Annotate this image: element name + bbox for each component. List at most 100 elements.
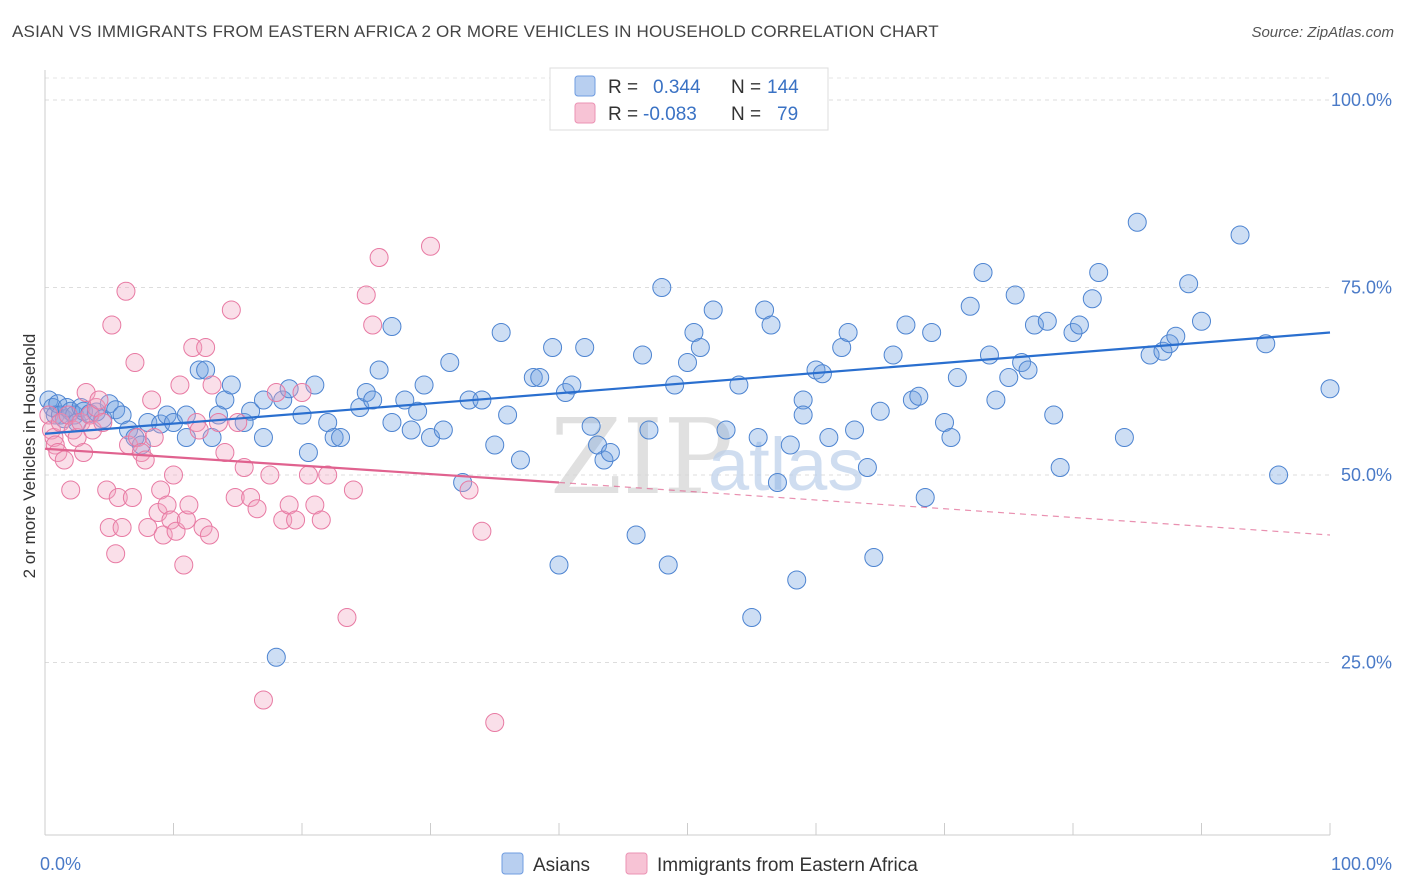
- data-point: [61, 480, 81, 500]
- data-point: [549, 555, 569, 575]
- data-point: [292, 383, 312, 402]
- data-point: [690, 338, 710, 357]
- data-point: [1192, 311, 1211, 331]
- x-tick-label: 100.0%: [1331, 854, 1392, 874]
- data-point: [369, 248, 389, 267]
- data-point: [703, 300, 723, 320]
- data-point: [93, 413, 113, 432]
- bottom-legend-swatch-eastern-africa: [625, 852, 648, 875]
- data-point: [793, 390, 813, 410]
- y-tick-labels: 25.0% 50.0% 75.0% 100.0%: [1331, 90, 1392, 673]
- data-point: [102, 315, 122, 335]
- y-tick-label: 75.0%: [1341, 278, 1392, 298]
- eastern-africa-trend-extension: [558, 481, 1331, 536]
- data-point: [97, 480, 117, 500]
- data-point: [1230, 225, 1250, 245]
- data-point: [331, 428, 351, 447]
- data-point: [581, 416, 601, 436]
- trend-lines: [44, 331, 1331, 536]
- data-point: [639, 420, 659, 440]
- data-point: [356, 383, 376, 402]
- data-point: [363, 390, 383, 410]
- asians-trend-line: [44, 331, 1331, 435]
- x-tick-labels: 0.0% 100.0%: [40, 854, 1392, 874]
- data-point: [594, 450, 614, 470]
- data-point: [838, 323, 858, 342]
- data-point: [112, 518, 132, 537]
- chart-source: Source: ZipAtlas.com: [1251, 24, 1394, 41]
- data-point: [780, 435, 800, 455]
- bottom-legend-eastern-africa: Immigrants from Eastern Africa: [657, 855, 918, 876]
- data-point: [247, 499, 267, 519]
- data-point: [142, 390, 162, 410]
- data-point: [138, 518, 158, 537]
- watermark-zip: ZIP: [550, 396, 733, 518]
- legend-r-value-asians: 0.344: [653, 77, 701, 98]
- data-point: [228, 413, 248, 432]
- data-point: [324, 428, 344, 447]
- data-point: [459, 480, 479, 500]
- data-point: [273, 390, 293, 410]
- data-point: [1166, 326, 1186, 346]
- data-point: [947, 368, 967, 387]
- data-point: [902, 390, 922, 410]
- data-point: [864, 548, 884, 567]
- data-point: [279, 379, 299, 399]
- data-point: [999, 368, 1019, 387]
- data-point: [408, 401, 428, 421]
- data-point: [39, 405, 59, 425]
- data-point: [485, 713, 505, 732]
- data-point: [742, 608, 762, 627]
- data-point: [870, 401, 890, 421]
- data-point: [125, 353, 145, 372]
- data-point: [144, 428, 164, 447]
- y-tick-label: 50.0%: [1341, 465, 1392, 485]
- data-point: [208, 413, 228, 432]
- data-point: [1089, 263, 1109, 282]
- data-point: [135, 450, 155, 470]
- data-point: [433, 420, 453, 440]
- data-point: [199, 525, 219, 545]
- y-tick-label: 25.0%: [1341, 653, 1392, 673]
- data-point: [979, 345, 999, 365]
- data-point: [806, 360, 826, 380]
- data-point: [176, 510, 196, 530]
- data-point: [128, 428, 148, 447]
- data-point: [1082, 289, 1102, 309]
- x-tick-label: 0.0%: [40, 854, 81, 874]
- data-point: [170, 375, 190, 395]
- legend-n-value-asians: 144: [767, 77, 799, 98]
- data-point: [382, 413, 402, 432]
- data-point: [883, 345, 903, 365]
- data-point: [652, 278, 672, 297]
- data-point: [1256, 334, 1276, 354]
- data-point: [414, 375, 434, 395]
- data-point: [787, 570, 807, 590]
- bottom-legend-asians: Asians: [533, 855, 590, 876]
- chart-title: ASIAN VS IMMIGRANTS FROM EASTERN AFRICA …: [12, 22, 939, 41]
- data-point: [1063, 323, 1083, 342]
- legend-r-value-eastern-africa: -0.083: [643, 104, 697, 125]
- data-point: [960, 296, 980, 316]
- data-point: [176, 405, 196, 425]
- y-axis-label: 2 or more Vehicles in Household: [20, 334, 39, 579]
- data-point: [626, 525, 646, 545]
- data-point: [253, 428, 273, 447]
- legend-swatch-asians: [574, 75, 596, 97]
- data-point: [311, 510, 331, 530]
- data-point: [793, 405, 813, 425]
- legend-box: [549, 67, 829, 131]
- data-point: [196, 338, 216, 357]
- data-point: [678, 353, 697, 372]
- data-point: [189, 420, 209, 440]
- data-point: [286, 510, 306, 530]
- data-point: [193, 518, 213, 537]
- data-point: [116, 281, 136, 301]
- data-point: [562, 375, 582, 395]
- data-point: [363, 315, 383, 335]
- data-point: [767, 473, 787, 492]
- data-point: [382, 317, 402, 336]
- data-point: [369, 360, 389, 380]
- data-point: [106, 544, 126, 564]
